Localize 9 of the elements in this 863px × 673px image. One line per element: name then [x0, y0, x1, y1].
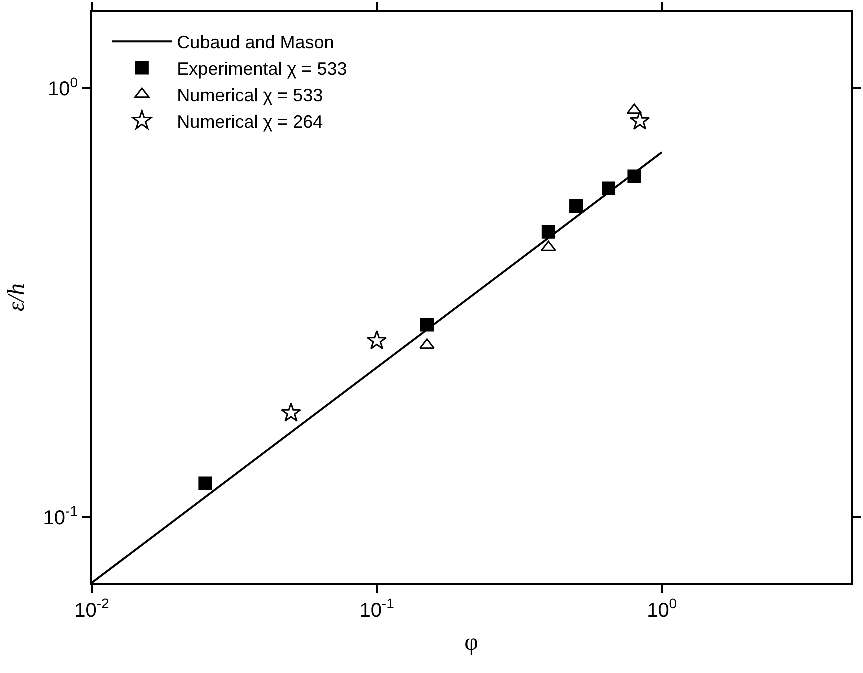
y-axis-title: ε/h: [4, 283, 30, 312]
x-axis-title: φ: [464, 630, 478, 656]
x-tick-label: 10$^{0}$: [647, 596, 678, 622]
legend-label: Experimental χ = 533: [177, 59, 348, 80]
legend-label: Numerical χ = 264: [177, 112, 324, 132]
x-tick-label: 10$^{-2}$: [74, 596, 110, 622]
legend-label: Cubaud and Mason: [177, 32, 334, 53]
legend-label: Numerical χ = 533: [177, 85, 324, 106]
x-tick-label: 10$^{-1}$: [360, 596, 395, 622]
